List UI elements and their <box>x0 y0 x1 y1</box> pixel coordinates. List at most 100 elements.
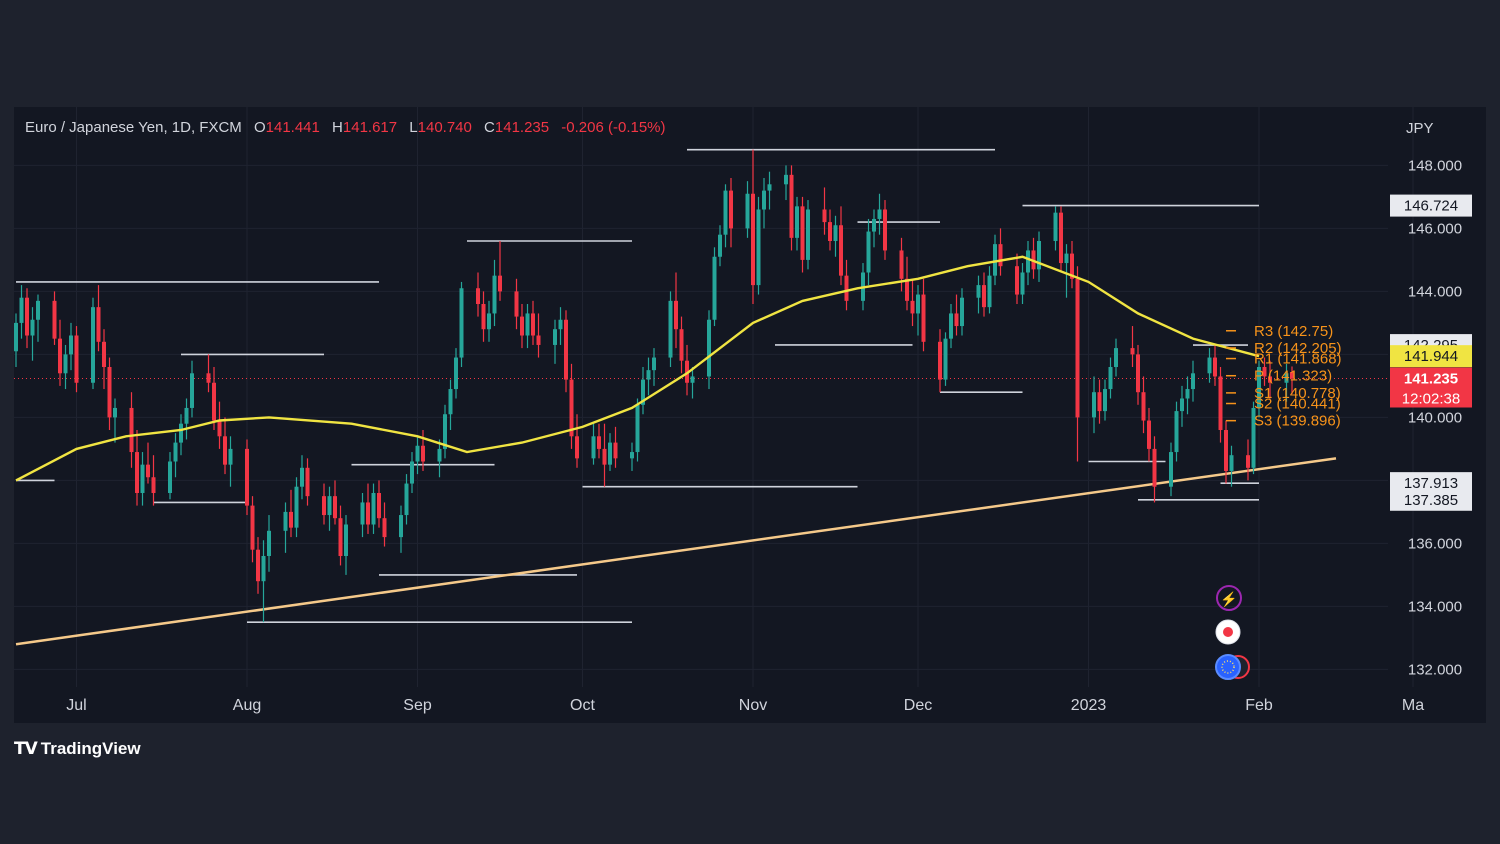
candle-body <box>646 370 651 380</box>
candle-body <box>833 225 838 241</box>
tradingview-logo[interactable]: 𝗧𝗩 TradingView <box>14 739 141 759</box>
candle-body <box>344 524 348 556</box>
price-label-box <box>1390 194 1472 217</box>
candle-body <box>399 515 403 538</box>
candle-body <box>789 174 794 238</box>
pivot-label: S1 (140.778) <box>1254 385 1341 402</box>
candle-body <box>800 206 805 260</box>
pivot-label: S2 (140.441) <box>1254 396 1341 413</box>
price-label-text: 146.724 <box>1404 198 1458 215</box>
y-tick-label: 148.000 <box>1408 157 1462 174</box>
candle-body <box>525 313 530 336</box>
candle-body <box>954 313 959 327</box>
candle-body <box>729 190 733 229</box>
candle-body <box>30 319 35 336</box>
horizontal-levels <box>16 148 1259 623</box>
candle-body <box>1075 278 1080 418</box>
flash-event-icon <box>1216 585 1242 611</box>
candle-body <box>883 209 887 251</box>
candle-body <box>1026 250 1030 273</box>
candle-body <box>1257 367 1261 408</box>
tradingview-logo-text: TradingView <box>40 739 141 758</box>
candle-body <box>36 300 40 320</box>
candle-body <box>960 297 964 327</box>
candle-body <box>404 483 409 516</box>
x-tick-label: Jul <box>66 697 86 714</box>
candle-body <box>1268 376 1272 383</box>
candle-body <box>872 218 876 232</box>
pivot-label: P (141.323) <box>1254 368 1332 385</box>
candle-body <box>1015 266 1019 295</box>
candle-body <box>1037 241 1041 270</box>
candle-body <box>1180 398 1184 412</box>
change-value: -0.206 (-0.15%) <box>561 119 666 136</box>
open-label: O <box>253 119 266 136</box>
candle-body <box>1020 272 1025 295</box>
candle-body <box>294 486 299 528</box>
x-tick-label: Oct <box>570 697 595 714</box>
candle-body <box>454 357 458 390</box>
x-tick-label: 2023 <box>1071 697 1107 714</box>
candle-body <box>245 448 249 506</box>
candle-body <box>481 304 486 330</box>
candle-body <box>1136 354 1140 393</box>
symbol-title: Euro / Japanese Yen, 1D, FXCM <box>25 119 242 136</box>
candle-body <box>371 493 376 525</box>
price-label-text: 137.913 <box>1404 475 1458 492</box>
y-tick-label: 140.000 <box>1408 409 1462 426</box>
candle-body <box>377 493 381 519</box>
candle-body <box>14 322 18 352</box>
price-axis: JPY 148.000 146.000 144.000 140.000 136.000 13… <box>1390 120 1472 678</box>
moving-average-line <box>15 255 1260 482</box>
candle-body <box>382 518 387 538</box>
flash-glyph-icon: ⚡ <box>1220 591 1237 608</box>
candle-body <box>553 329 557 345</box>
euro-flag-icon <box>1215 654 1241 680</box>
axis-currency-label: JPY <box>1406 120 1434 137</box>
candle-body <box>487 313 491 330</box>
candle-body <box>1224 430 1228 471</box>
candle-body <box>1213 357 1217 377</box>
candle-body <box>751 193 755 286</box>
candle-body <box>756 209 761 286</box>
candle-body <box>492 275 497 314</box>
candle-body <box>707 319 711 377</box>
y-tick-label: 146.000 <box>1408 220 1462 237</box>
candle-body <box>327 496 332 516</box>
candle-body <box>536 335 541 345</box>
japan-flag-dot-icon <box>1223 627 1233 637</box>
pivot-label: R1 (141.868) <box>1254 351 1342 368</box>
candle-body <box>184 407 189 424</box>
candle-body <box>745 193 750 229</box>
candle-body <box>102 341 106 367</box>
candle-body <box>1152 448 1157 487</box>
candle-body <box>767 184 772 191</box>
candle-body <box>437 448 442 462</box>
event-markers: ⚡ <box>1215 585 1250 680</box>
candle-body <box>1246 455 1250 468</box>
candle-body <box>1191 373 1195 390</box>
candle-body <box>668 300 673 358</box>
candle-body <box>250 505 255 550</box>
candle-body <box>828 222 832 241</box>
candle-body <box>113 407 117 418</box>
candle-body <box>993 244 997 276</box>
price-label-box <box>1390 345 1472 368</box>
pivot-label: R2 (142.205) <box>1254 340 1342 357</box>
candle-body <box>338 518 343 556</box>
candle-body <box>322 496 326 516</box>
candle-body <box>333 496 337 519</box>
candle-body <box>1141 392 1146 421</box>
x-tick-label: Ma <box>1402 697 1424 714</box>
candle-body <box>921 294 926 342</box>
candlestick-chart[interactable]: R3 (142.75)R2 (142.205)R1 (141.868)P (14… <box>14 107 1486 723</box>
candle-body <box>652 357 656 371</box>
legend-header: Euro / Japanese Yen, 1D, FXCM O141.441 H… <box>25 119 666 136</box>
candles <box>14 149 1294 623</box>
chart-panel[interactable]: R3 (142.75) R2 (142.205) R1 (141.868) P (14… <box>14 107 1486 723</box>
high-value: 141.617 <box>342 119 398 136</box>
candle-body <box>1185 389 1190 399</box>
candle-body <box>190 373 194 408</box>
candle-body <box>168 461 172 493</box>
high-label: H <box>332 119 343 136</box>
